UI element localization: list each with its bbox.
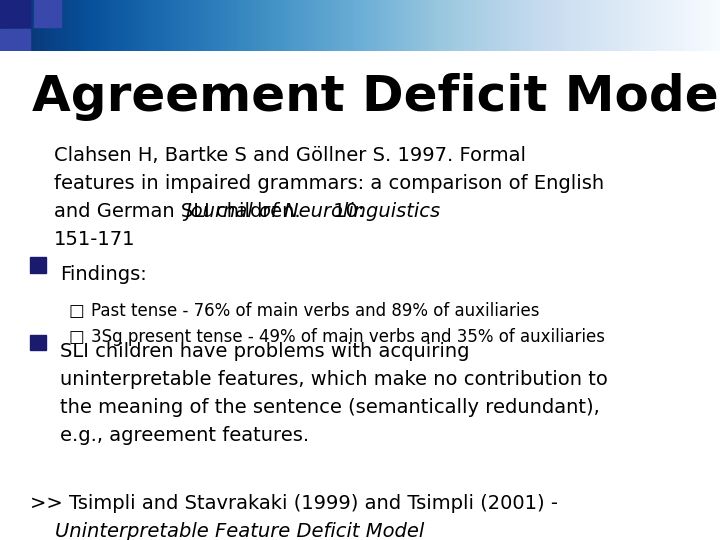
Text: Past tense - 76% of main verbs and 89% of auxiliaries: Past tense - 76% of main verbs and 89% o… [91,302,540,320]
Text: SLI children have problems with acquiring: SLI children have problems with acquirin… [60,342,470,361]
Text: e.g., agreement features.: e.g., agreement features. [60,426,310,445]
Text: features in impaired grammars: a comparison of English: features in impaired grammars: a compari… [54,174,604,193]
Text: 10:: 10: [328,202,365,221]
Text: 3Sg present tense - 49% of main verbs and 35% of auxiliaries: 3Sg present tense - 49% of main verbs an… [91,328,606,346]
Bar [30,335,46,350]
Text: Findings:: Findings: [60,265,147,284]
Text: >> Tsimpli and Stavrakaki (1999) and Tsimpli (2001) -: >> Tsimpli and Stavrakaki (1999) and Tsi… [30,494,558,513]
Text: □: □ [68,302,84,320]
Text: Clahsen H, Bartke S and Göllner S. 1997. Formal: Clahsen H, Bartke S and Göllner S. 1997.… [54,146,526,165]
Text: Journal of Neurolinguistics: Journal of Neurolinguistics [186,202,441,221]
Bar [0,0,30,26]
Text: □: □ [68,328,84,346]
Text: the meaning of the sentence (semantically redundant),: the meaning of the sentence (semanticall… [60,398,600,417]
Text: and German SLI children.: and German SLI children. [54,202,307,221]
Bar [34,0,61,26]
Bar [30,257,46,273]
Text: Uninterpretable Feature Deficit Model: Uninterpretable Feature Deficit Model [55,522,425,540]
Bar [0,29,30,51]
Text: 151-171: 151-171 [54,230,135,249]
Text: Agreement Deficit Model: Agreement Deficit Model [32,73,720,121]
Text: uninterpretable features, which make no contribution to: uninterpretable features, which make no … [60,370,608,389]
